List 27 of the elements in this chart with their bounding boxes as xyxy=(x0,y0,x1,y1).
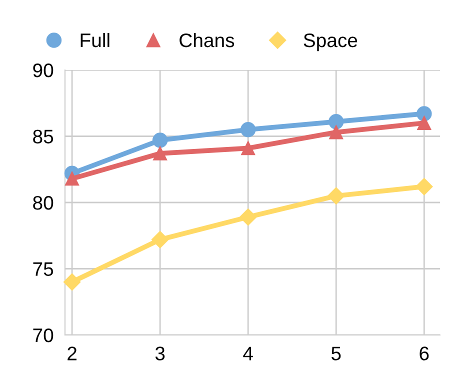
x-tick-label: 3 xyxy=(155,346,165,360)
point xyxy=(329,125,344,140)
legend-label: Space xyxy=(304,33,358,52)
point xyxy=(152,231,169,248)
y-tick-label: 70 xyxy=(33,328,54,342)
y-tick-label: 85 xyxy=(33,130,54,144)
point xyxy=(416,178,433,196)
y-tick-label: 90 xyxy=(33,63,54,78)
point xyxy=(153,146,168,160)
point xyxy=(240,208,257,226)
point xyxy=(417,116,432,130)
point xyxy=(65,172,79,186)
legend-label: Chans xyxy=(180,32,234,48)
x-tick-label: 5 xyxy=(332,346,341,360)
point xyxy=(63,273,81,291)
point xyxy=(416,106,432,122)
y-tick-label: 75 xyxy=(33,262,54,276)
x-tick-label: 2 xyxy=(68,346,76,360)
point xyxy=(240,122,256,138)
point xyxy=(241,141,256,156)
legend-label: Full xyxy=(80,32,110,48)
point xyxy=(152,132,168,148)
x-tick-label: 4 xyxy=(243,346,253,360)
x-tick-label: 6 xyxy=(420,346,429,360)
point xyxy=(328,187,345,204)
point xyxy=(328,114,344,130)
y-tick-label: 80 xyxy=(33,196,54,210)
